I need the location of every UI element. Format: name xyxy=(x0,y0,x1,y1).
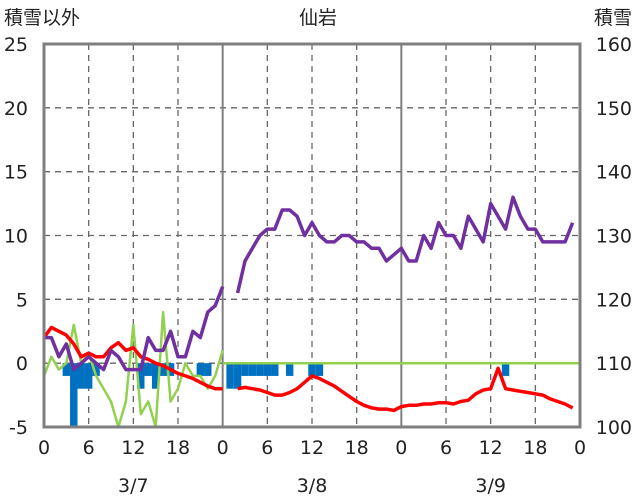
x-tick-label: 0 xyxy=(395,437,407,459)
y-right-tick-label: 140 xyxy=(596,162,632,184)
x-tick-label: 18 xyxy=(523,437,547,459)
y-left-tick-label: 5 xyxy=(16,289,28,311)
y-left-tick-label: 20 xyxy=(4,98,28,120)
x-tick-label: 12 xyxy=(121,437,145,459)
precip-bar xyxy=(159,363,167,376)
y-left-tick-label: 25 xyxy=(4,34,28,56)
y-right-tick-label: 120 xyxy=(596,289,632,311)
precip-bar xyxy=(501,363,510,376)
precip-bar xyxy=(226,363,234,389)
x-tick-label: 0 xyxy=(217,437,229,459)
y-axis-left-labels: 25 20 15 10 5 0 -5 xyxy=(4,34,28,439)
y-left-tick-label: 15 xyxy=(4,162,28,184)
day-label: 3/7 xyxy=(118,475,149,497)
y-right-tick-label: 110 xyxy=(596,353,632,375)
precip-bar xyxy=(62,363,71,376)
precip-bar xyxy=(256,363,264,376)
precip-bar xyxy=(271,363,279,376)
precip-bar xyxy=(263,363,272,376)
precip-bar xyxy=(151,363,160,389)
precip-bar xyxy=(204,363,212,376)
y-axis-right-labels: 160 150 140 130 120 110 100 xyxy=(596,34,632,439)
x-axis-day-labels: 3/7 3/8 3/9 xyxy=(118,475,506,497)
snow_depth-line xyxy=(235,195,575,294)
x-tick-label: 12 xyxy=(300,437,324,459)
precip-bar xyxy=(137,363,145,389)
precip-bar xyxy=(92,363,100,376)
y-right-tick-label: 160 xyxy=(596,34,632,56)
chart-title: 仙岩 xyxy=(299,7,337,29)
temperature-line xyxy=(237,366,574,413)
plot-frame xyxy=(42,42,582,429)
y-right-tick-label: 100 xyxy=(596,417,632,439)
day-label: 3/9 xyxy=(475,475,506,497)
precip-bar xyxy=(241,363,249,376)
y-left-tick-label: -5 xyxy=(9,417,28,439)
y-axis-left-title: 積雪以外 xyxy=(4,7,80,29)
x-tick-label: 0 xyxy=(38,437,50,459)
x-tick-label: 0 xyxy=(574,437,586,459)
precip-bar xyxy=(315,363,324,376)
y-right-tick-label: 150 xyxy=(596,98,632,120)
y-left-tick-label: 0 xyxy=(16,353,28,375)
precip-bar xyxy=(196,363,205,376)
precip-bar xyxy=(84,363,93,389)
precip-bar xyxy=(77,363,85,389)
precip-bar xyxy=(144,363,152,376)
x-tick-label: 6 xyxy=(261,437,273,459)
precip-bars xyxy=(62,363,510,427)
precip-bar xyxy=(308,363,316,376)
precip-bar xyxy=(233,363,242,389)
day-label: 3/8 xyxy=(297,475,328,497)
x-tick-label: 12 xyxy=(479,437,503,459)
series-lines xyxy=(42,195,580,429)
temperature-line xyxy=(42,325,223,391)
y-right-tick-label: 130 xyxy=(596,226,632,248)
x-tick-label: 18 xyxy=(345,437,369,459)
y-left-tick-label: 10 xyxy=(4,226,28,248)
snow_depth-line xyxy=(44,285,225,372)
x-axis-tick-labels: 0 6 12 18 0 6 12 18 0 6 12 18 0 xyxy=(38,437,586,459)
wind-line xyxy=(42,310,224,429)
y-axis-right-title: 積雪 xyxy=(594,7,632,29)
precip-bar xyxy=(285,363,294,376)
precip-bar xyxy=(248,363,257,376)
x-tick-label: 18 xyxy=(166,437,190,459)
precip-bar xyxy=(70,363,78,427)
x-tick-label: 6 xyxy=(440,437,452,459)
x-tick-label: 6 xyxy=(83,437,95,459)
